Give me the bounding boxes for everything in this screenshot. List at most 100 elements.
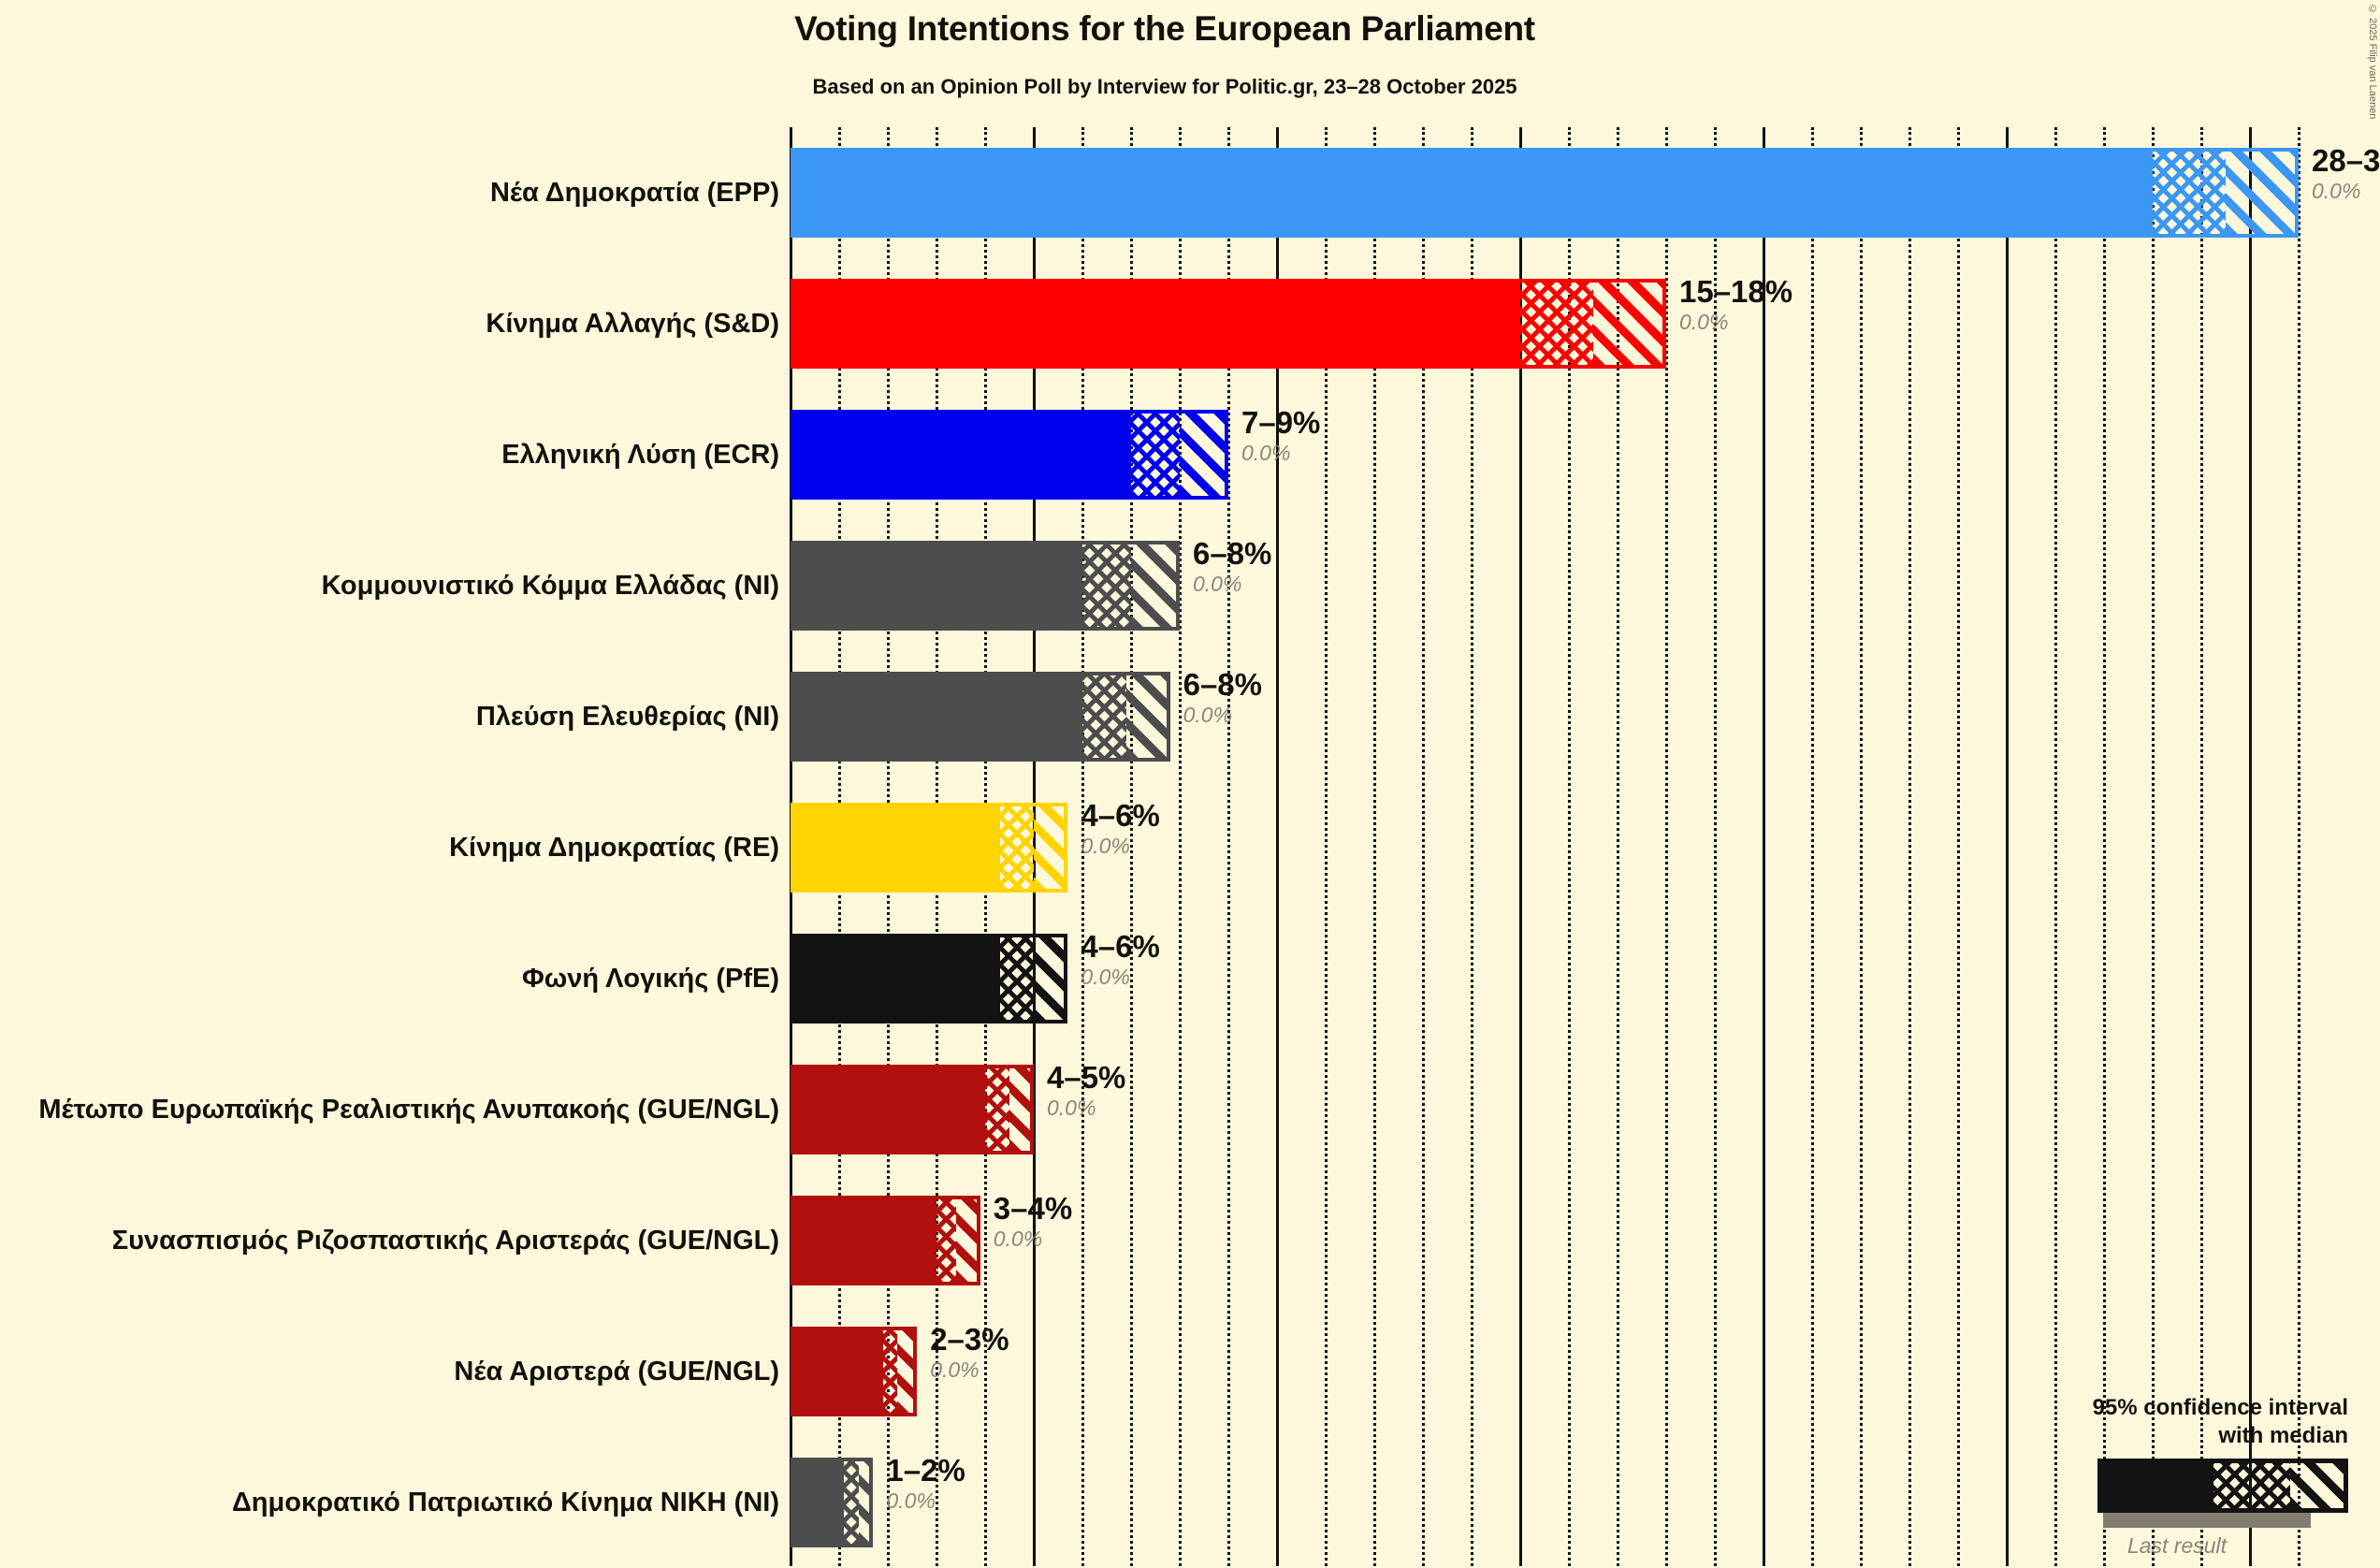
bar-segment-crosshatch	[882, 1327, 898, 1416]
confidence-interval-label: 2–3%	[930, 1322, 1009, 1357]
confidence-interval-label: 3–4%	[993, 1191, 1073, 1226]
bar-segment-solid	[791, 672, 1082, 762]
bar-row: Κίνημα Δημοκρατίας (RE) 4–6% 0.0%	[449, 782, 2344, 913]
bar-segment-diagonal	[1034, 803, 1068, 893]
confidence-interval-bar	[791, 934, 1068, 1024]
bar-segment-diagonal	[1593, 279, 1666, 369]
bar-segment-crosshatch	[999, 803, 1034, 893]
gridline-minor	[1567, 127, 1571, 1566]
confidence-interval-bar	[791, 410, 1228, 500]
party-label: Πλεύση Ελευθερίας (NI)	[475, 701, 779, 732]
last-result-label: 0.0%	[1047, 1096, 1096, 1121]
confidence-interval-label: 1–2%	[886, 1453, 965, 1488]
bar-segment-crosshatch	[985, 1065, 1009, 1154]
bar-row: Φωνή Λογικής (PfE) 4–6% 0.0%	[522, 913, 2344, 1044]
party-label: Μέτωπο Ευρωπαϊκής Ρεαλιστικής Ανυπακοής …	[38, 1094, 779, 1125]
gridline-minor	[1956, 127, 1960, 1566]
gridline-major	[1762, 127, 1765, 1566]
confidence-interval-bar	[791, 672, 1170, 762]
bar-segment-crosshatch	[1131, 410, 1180, 500]
party-label: Ελληνική Λύση (ECR)	[501, 439, 779, 470]
bar-row: Κίνημα Αλλαγής (S&D) 15–18% 0.0%	[486, 258, 2344, 389]
last-result-label: 0.0%	[930, 1357, 980, 1383]
legend-title-line2: with median	[2218, 1422, 2348, 1448]
value-labels: 2–3% 0.0%	[930, 1322, 1009, 1383]
bar-segment-solid	[791, 541, 1082, 631]
legend-segment-diagonal	[2290, 1459, 2348, 1513]
confidence-interval-label: 7–9%	[1241, 405, 1321, 440]
confidence-interval-bar	[791, 279, 1666, 369]
bar-row: Συνασπισμός Ριζοσπαστικής Αριστεράς (GUE…	[112, 1175, 2344, 1306]
confidence-interval-label: 15–18%	[1679, 274, 1793, 309]
confidence-interval-label: 6–8%	[1193, 536, 1272, 571]
bar-segment-crosshatch	[1520, 279, 1593, 369]
last-result-label: 0.0%	[1183, 703, 1233, 728]
value-labels: 4–5% 0.0%	[1047, 1060, 1125, 1121]
bar-row: Κομμουνιστικό Κόμμα Ελλάδας (NI) 6–8% 0.0%	[322, 520, 2344, 651]
legend-last-result-swatch	[2103, 1513, 2311, 1528]
last-result-label: 0.0%	[886, 1488, 936, 1514]
gridline-minor	[1664, 127, 1668, 1566]
gridline-major	[1275, 127, 1279, 1566]
bar-segment-solid	[791, 1065, 985, 1154]
bar-row: Ελληνική Λύση (ECR) 7–9% 0.0%	[501, 389, 2344, 520]
confidence-interval-label: 4–6%	[1081, 798, 1160, 833]
value-labels: 4–6% 0.0%	[1081, 929, 1160, 990]
last-result-label: 0.0%	[1241, 441, 1291, 466]
value-labels: 7–9% 0.0%	[1241, 405, 1321, 466]
bar-segment-crosshatch	[844, 1458, 859, 1547]
bar-segment-diagonal	[1131, 541, 1180, 631]
bar-segment-solid	[791, 1458, 845, 1547]
party-label: Κίνημα Αλλαγής (S&D)	[486, 308, 779, 339]
gridline-minor	[1810, 127, 1814, 1566]
legend: 95% confidence interval with median Last…	[2030, 1394, 2348, 1559]
bar-segment-crosshatch	[1082, 672, 1126, 762]
confidence-interval-bar	[791, 1065, 1034, 1154]
gridline-minor	[2053, 127, 2057, 1566]
confidence-interval-bar	[791, 148, 2299, 238]
gridline-minor	[1859, 127, 1863, 1566]
last-result-label: 0.0%	[1679, 310, 1729, 335]
gridline-minor	[1421, 127, 1425, 1566]
gridline-minor	[1713, 127, 1717, 1566]
confidence-interval-bar	[791, 1458, 874, 1547]
value-labels: 15–18% 0.0%	[1679, 274, 1793, 335]
confidence-interval-bar	[791, 541, 1180, 631]
bar-segment-solid	[791, 803, 1000, 893]
legend-last-result-label: Last result	[2126, 1533, 2228, 1558]
confidence-interval-label: 4–6%	[1081, 929, 1160, 964]
bar-row: Μέτωπο Ευρωπαϊκής Ρεαλιστικής Ανυπακοής …	[38, 1044, 2344, 1175]
bar-segment-diagonal	[1009, 1065, 1034, 1154]
value-labels: 1–2% 0.0%	[886, 1453, 965, 1514]
bar-row: Νέα Αριστερά (GUE/NGL) 2–3% 0.0%	[454, 1306, 2344, 1437]
value-labels: 6–8% 0.0%	[1193, 536, 1272, 597]
copyright-notice: © 2025 Filip van Laenen	[2367, 4, 2378, 120]
last-result-label: 0.0%	[993, 1227, 1043, 1252]
bar-row: Νέα Δημοκρατία (EPP) 28–31%0.0%	[490, 127, 2380, 258]
gridline-minor	[1081, 127, 1084, 1566]
gridline-major	[1518, 127, 1522, 1566]
bar-segment-diagonal	[1034, 934, 1068, 1024]
party-label: Νέα Δημοκρατία (EPP)	[489, 177, 779, 208]
bar-segment-diagonal	[955, 1196, 980, 1285]
value-labels: 6–8% 0.0%	[1183, 667, 1262, 728]
confidence-interval-label: 28–31%	[2312, 143, 2380, 178]
value-labels: 3–4% 0.0%	[993, 1191, 1073, 1252]
bar-segment-diagonal	[1180, 410, 1228, 500]
confidence-interval-bar	[791, 1327, 918, 1416]
party-label: Κίνημα Δημοκρατίας (RE)	[449, 832, 779, 863]
value-labels: 4–6% 0.0%	[1081, 798, 1160, 859]
legend-swatch	[2097, 1459, 2348, 1528]
gridline-minor	[1129, 127, 1133, 1566]
party-label: Κομμουνιστικό Κόμμα Ελλάδας (NI)	[321, 570, 779, 601]
party-label: Νέα Αριστερά (GUE/NGL)	[454, 1356, 779, 1387]
last-result-label: 0.0%	[2312, 179, 2361, 204]
gridline-minor	[1470, 127, 1473, 1566]
plot-area: Νέα Δημοκρατία (EPP)28–31%0.0%Κίνημα Αλλ…	[38, 127, 2380, 1566]
bar-row: Πλεύση Ελευθερίας (NI) 6–8% 0.0%	[476, 651, 2344, 782]
bar-segment-solid	[791, 1327, 883, 1416]
gridline-minor	[1372, 127, 1376, 1566]
bar-segment-crosshatch	[999, 934, 1034, 1024]
bar-segment-solid	[791, 1196, 936, 1285]
